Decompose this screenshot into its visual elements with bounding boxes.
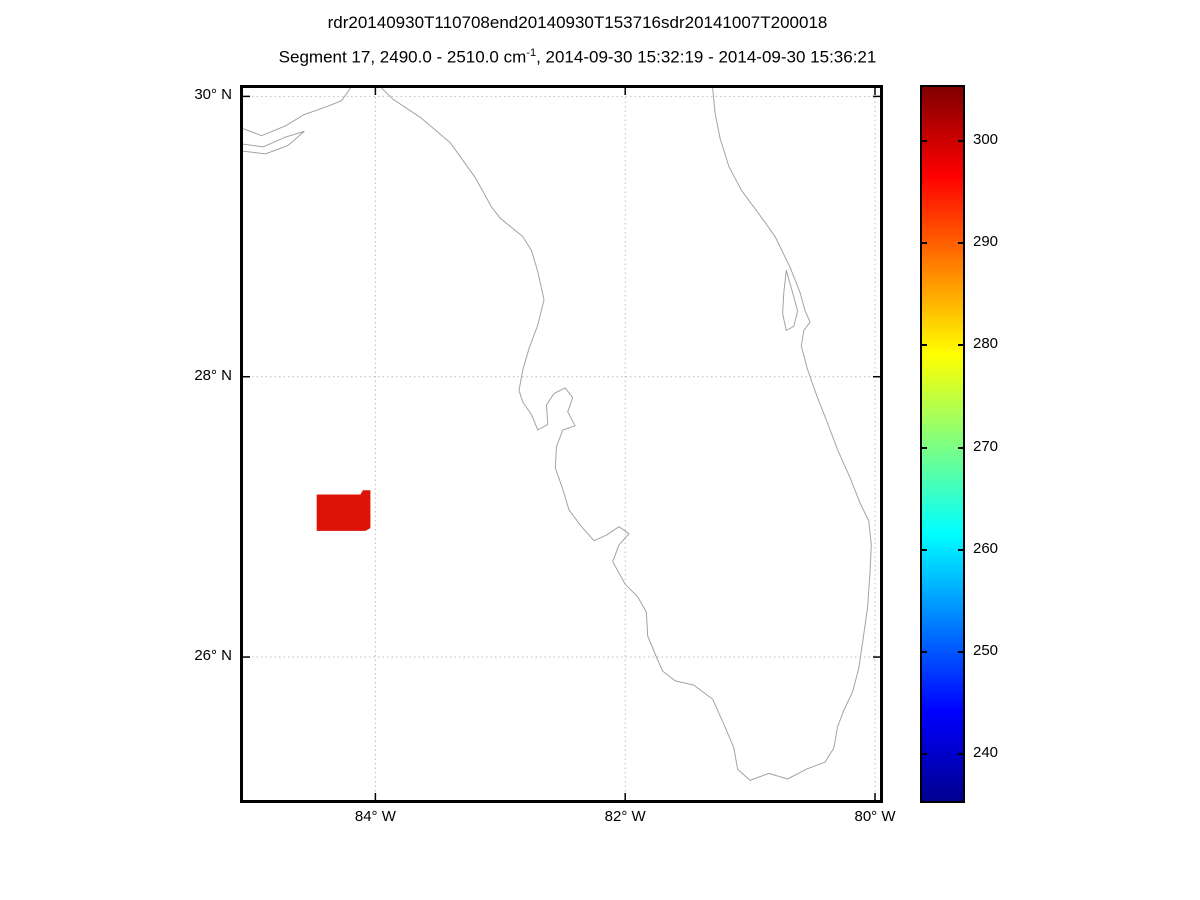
subtitle-prefix: Segment 17, 2490.0 - 2510.0 cm (278, 47, 527, 67)
colorbar (920, 85, 965, 803)
subtitle-suffix: , 2014-09-30 15:32:19 - 2014-09-30 15:36… (536, 47, 877, 67)
colorbar-tick-label: 240 (973, 744, 999, 761)
colorbar-tick (958, 548, 963, 551)
data-granule-patch (316, 490, 371, 531)
colorbar-tick-label: 280 (973, 335, 999, 353)
lon-tick-label: 82° W (604, 808, 646, 825)
colorbar-tick (958, 140, 963, 143)
figure-subtitle: Segment 17, 2490.0 - 2510.0 cm-1, 2014-0… (0, 47, 1155, 68)
colorbar-tick (922, 548, 927, 551)
lon-tick-label: 80° W (854, 808, 896, 825)
colorbar-tick (958, 753, 963, 755)
colorbar-tick (922, 344, 927, 347)
colorbar-tick-label: 290 (973, 233, 999, 251)
lat-tick-label: 26° N (194, 647, 232, 665)
colorbar-tick (958, 344, 963, 347)
colorbar-tick-label: 270 (973, 437, 999, 455)
figure-title: rdr20140930T110708end20140930T153716sdr2… (327, 13, 828, 32)
colorbar-tick (958, 242, 963, 245)
colorbar-tick (958, 446, 963, 449)
colorbar-tick (922, 753, 927, 755)
colorbar-tick-label: 300 (973, 131, 999, 149)
colorbar-tick (922, 446, 927, 449)
coastline-panhandle-coast (243, 88, 351, 137)
colorbar-tick (922, 140, 927, 143)
lat-tick-label: 28° N (194, 366, 232, 384)
coastline-merritt-island-lagoon (782, 269, 799, 331)
coastline-florida-peninsula (381, 88, 872, 781)
lon-tick-label: 84° W (354, 808, 396, 825)
colorbar-tick-label: 260 (973, 539, 999, 557)
map-svg (243, 88, 880, 800)
subtitle-superscript: -1 (526, 47, 537, 59)
map-axes (240, 85, 883, 803)
lat-tick-label: 30° N (194, 86, 232, 104)
colorbar-tick (922, 242, 927, 245)
colorbar-tick (922, 650, 927, 653)
colorbar-tick-label: 250 (973, 641, 999, 659)
colorbar-tick (958, 650, 963, 653)
coastline-barrier-island (243, 130, 305, 155)
